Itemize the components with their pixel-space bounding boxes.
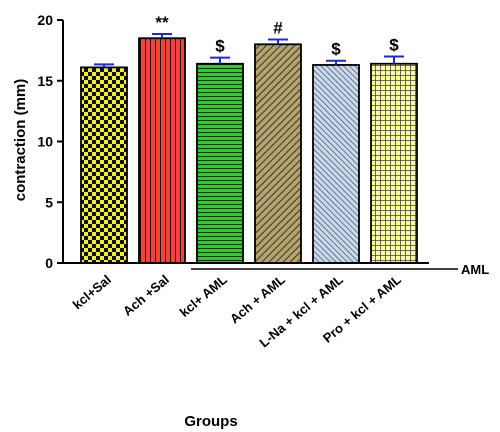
bar-4	[254, 43, 302, 264]
x-tick-label-1: kcl+Sal	[70, 272, 114, 313]
x-tick-label-4: Ach + AML	[227, 272, 288, 327]
bar-2	[138, 37, 186, 264]
significance-mark-5: $	[331, 40, 341, 59]
x-tick-label-2: Ach +Sal	[120, 272, 172, 319]
y-tick-label-1: 0	[45, 255, 53, 271]
x-tick-label-3: kcl+ AML	[177, 272, 230, 320]
y-ticks-group: 0 5 10 15 20	[37, 12, 63, 271]
significance-mark-4: #	[273, 18, 283, 37]
group-bracket-label: AML	[461, 262, 489, 277]
x-axis-title: Groups	[184, 413, 237, 430]
bar-3	[196, 62, 244, 264]
bar-1	[80, 66, 128, 264]
y-tick-label-5: 20	[37, 12, 53, 28]
y-tick-label-3: 10	[37, 134, 53, 150]
bar-6	[370, 62, 418, 264]
significance-marks-group: ** $ # $ $	[155, 13, 399, 59]
significance-mark-6: $	[389, 35, 399, 54]
y-tick-label-4: 15	[37, 73, 53, 89]
error-bars-group	[94, 32, 404, 68]
bars-group	[80, 37, 418, 264]
significance-mark-3: $	[215, 37, 225, 56]
y-axis-title: contraction (mm)	[12, 79, 29, 202]
significance-mark-2: **	[155, 13, 169, 32]
y-tick-label-2: 5	[45, 194, 53, 210]
bar-5	[312, 64, 360, 264]
